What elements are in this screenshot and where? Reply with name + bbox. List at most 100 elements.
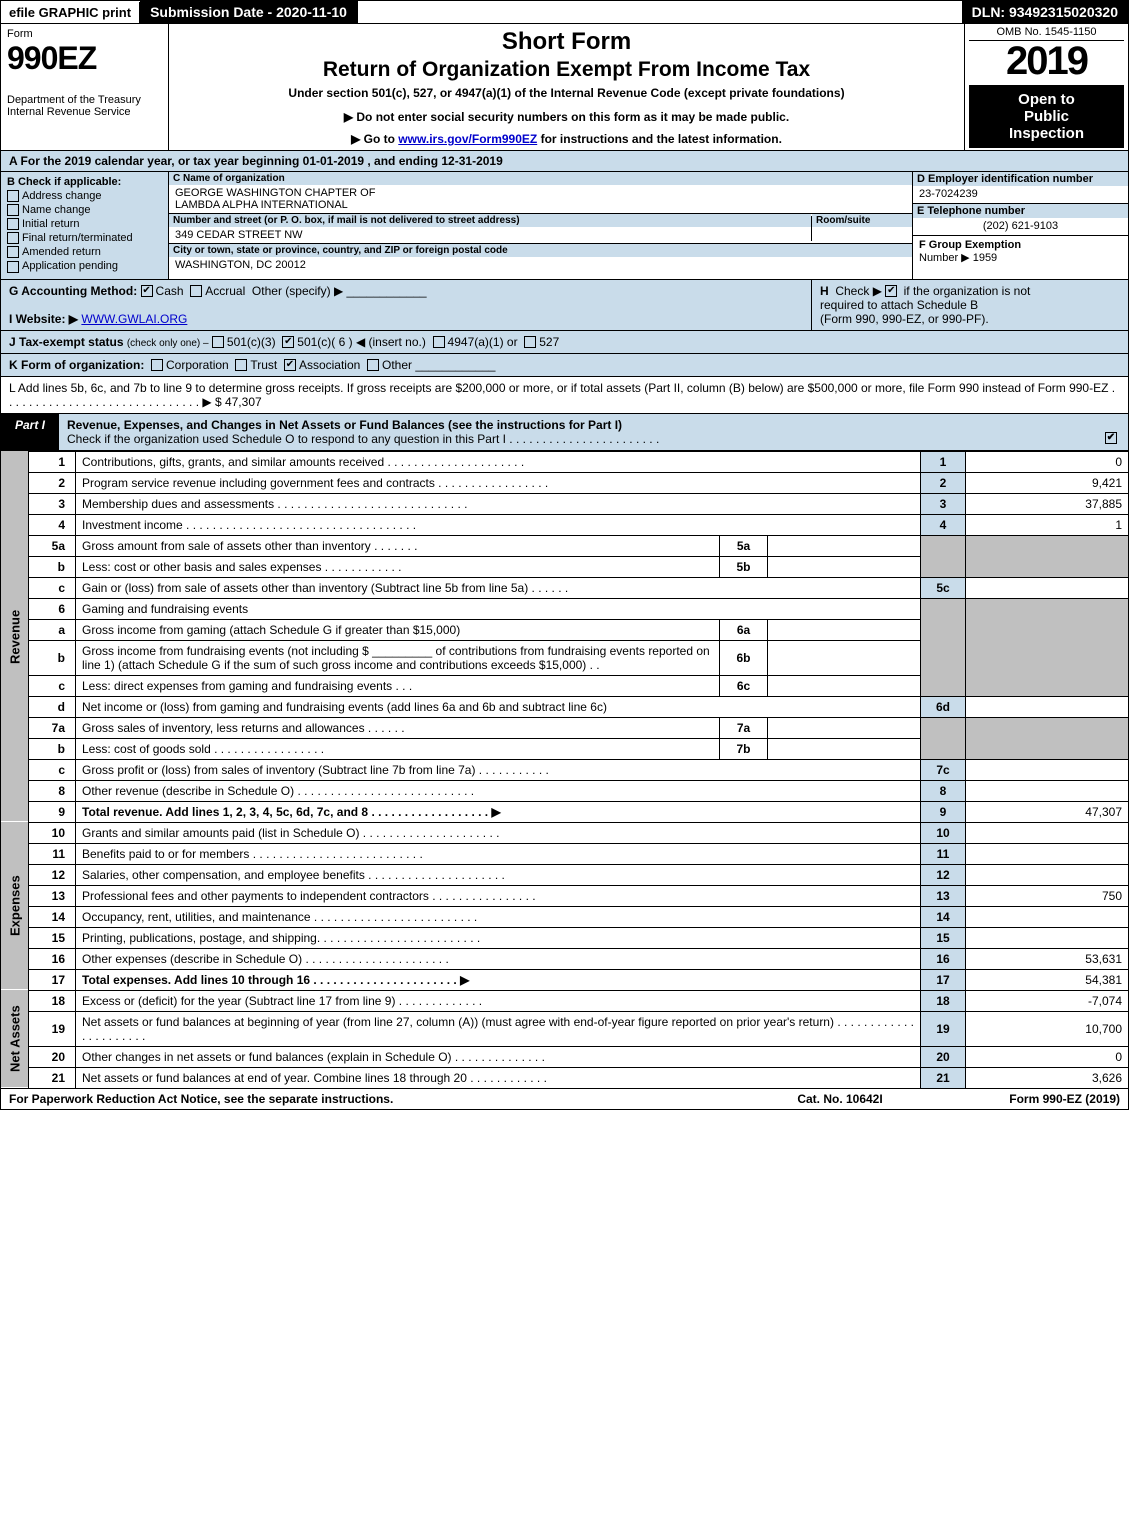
l6a-num: a	[29, 619, 76, 640]
line-16: 16 Other expenses (describe in Schedule …	[1, 948, 1129, 969]
l14-rval	[966, 906, 1129, 927]
chk-501c3[interactable]	[212, 336, 224, 348]
l9-desc: Total revenue. Add lines 1, 2, 3, 4, 5c,…	[82, 805, 501, 819]
l20-num: 20	[29, 1046, 76, 1067]
part1-check-line: Check if the organization used Schedule …	[67, 432, 659, 446]
j-o3: 4947(a)(1) or	[448, 335, 518, 349]
line-21: 21 Net assets or fund balances at end of…	[1, 1067, 1129, 1088]
k-o3: Association	[299, 358, 360, 372]
chk-corp[interactable]	[151, 359, 163, 371]
l7b-sub: 7b	[720, 738, 768, 759]
l6-num: 6	[29, 598, 76, 619]
l-text: L Add lines 5b, 6c, and 7b to line 9 to …	[9, 381, 1115, 409]
l7c-rnum: 7c	[921, 759, 966, 780]
l10-desc: Grants and similar amounts paid (list in…	[76, 822, 921, 843]
l4-rval: 1	[966, 514, 1129, 535]
form-label: Form	[7, 28, 162, 40]
submission-date: Submission Date - 2020-11-10	[140, 1, 358, 23]
chk-527[interactable]	[524, 336, 536, 348]
street-value: 349 CEDAR STREET NW	[175, 229, 811, 241]
l1-num: 1	[29, 451, 76, 472]
header-right: OMB No. 1545-1150 2019 Open to Public In…	[964, 24, 1128, 150]
l10-rnum: 10	[921, 822, 966, 843]
l1-rnum: 1	[921, 451, 966, 472]
chk-name-label: Name change	[22, 204, 91, 216]
l21-num: 21	[29, 1067, 76, 1088]
part1-header: Part I Revenue, Expenses, and Changes in…	[0, 414, 1129, 451]
l19-rnum: 19	[921, 1011, 966, 1046]
chk-initial[interactable]: Initial return	[7, 218, 162, 230]
l7c-desc: Gross profit or (loss) from sales of inv…	[76, 759, 921, 780]
l18-rnum: 18	[921, 990, 966, 1011]
chk-cash[interactable]	[141, 285, 153, 297]
l11-rval	[966, 843, 1129, 864]
l13-rnum: 13	[921, 885, 966, 906]
netassets-side-label: Net Assets	[1, 990, 29, 1088]
row-l: L Add lines 5b, 6c, and 7b to line 9 to …	[0, 377, 1129, 414]
line-1: Revenue 1 Contributions, gifts, grants, …	[1, 451, 1129, 472]
under-section: Under section 501(c), 527, or 4947(a)(1)…	[179, 86, 954, 100]
revenue-side-label: Revenue	[1, 451, 29, 822]
box-d: D Employer identification number 23-7024…	[913, 172, 1128, 204]
l16-rnum: 16	[921, 948, 966, 969]
l15-rnum: 15	[921, 927, 966, 948]
line-12: 12 Salaries, other compensation, and emp…	[1, 864, 1129, 885]
l5b-num: b	[29, 556, 76, 577]
website-link[interactable]: WWW.GWLAI.ORG	[81, 312, 187, 326]
city-block: City or town, state or province, country…	[169, 244, 912, 273]
ein-label: D Employer identification number	[913, 172, 1128, 186]
l20-rval: 0	[966, 1046, 1129, 1067]
chk-final[interactable]: Final return/terminated	[7, 232, 162, 244]
l15-desc: Printing, publications, postage, and shi…	[76, 927, 921, 948]
chk-name[interactable]: Name change	[7, 204, 162, 216]
chk-pending[interactable]: Application pending	[7, 260, 162, 272]
l6d-num: d	[29, 696, 76, 717]
line-14: 14 Occupancy, rent, utilities, and maint…	[1, 906, 1129, 927]
chk-other-org[interactable]	[367, 359, 379, 371]
l1-desc: Contributions, gifts, grants, and simila…	[76, 451, 921, 472]
city-label: City or town, state or province, country…	[169, 244, 912, 257]
open-line2: Public	[971, 108, 1122, 125]
org-name-block: C Name of organization GEORGE WASHINGTON…	[169, 172, 912, 214]
group-exempt-value: 1959	[973, 252, 997, 264]
chk-501c[interactable]	[282, 336, 294, 348]
box-b-title: B Check if applicable:	[7, 176, 162, 188]
org-name-2: LAMBDA ALPHA INTERNATIONAL	[175, 199, 906, 211]
l5b-sub: 5b	[720, 556, 768, 577]
group-exempt-label2: Number ▶	[919, 252, 970, 264]
box-b: B Check if applicable: Address change Na…	[1, 172, 169, 279]
header-center: Short Form Return of Organization Exempt…	[169, 24, 964, 150]
org-name-1: GEORGE WASHINGTON CHAPTER OF	[175, 187, 906, 199]
h-text2: if the organization is not	[904, 284, 1031, 298]
goto-suffix: for instructions and the latest informat…	[541, 132, 782, 146]
chk-4947[interactable]	[433, 336, 445, 348]
efile-label[interactable]: efile GRAPHIC print	[1, 2, 140, 23]
l5a-sub: 5a	[720, 535, 768, 556]
l5a-subval	[768, 535, 921, 556]
l7ab-greyval	[966, 717, 1129, 759]
l19-rval: 10,700	[966, 1011, 1129, 1046]
chk-address[interactable]: Address change	[7, 190, 162, 202]
line-8: 8 Other revenue (describe in Schedule O)…	[1, 780, 1129, 801]
ssn-warning: ▶ Do not enter social security numbers o…	[179, 110, 954, 124]
chk-amended-label: Amended return	[22, 246, 101, 258]
chk-accrual[interactable]	[190, 285, 202, 297]
l2-rnum: 2	[921, 472, 966, 493]
line-13: 13 Professional fees and other payments …	[1, 885, 1129, 906]
l18-desc: Excess or (deficit) for the year (Subtra…	[76, 990, 921, 1011]
i-label: I Website: ▶	[9, 312, 78, 326]
l7a-num: 7a	[29, 717, 76, 738]
short-form-title: Short Form	[179, 28, 954, 56]
l3-num: 3	[29, 493, 76, 514]
chk-assoc[interactable]	[284, 359, 296, 371]
l12-rval	[966, 864, 1129, 885]
j-o1: 501(c)(3)	[227, 335, 276, 349]
chk-h[interactable]	[885, 285, 897, 297]
goto-link[interactable]: www.irs.gov/Form990EZ	[398, 132, 537, 146]
tax-year: 2019	[969, 41, 1124, 81]
l11-desc: Benefits paid to or for members . . . . …	[76, 843, 921, 864]
chk-amended[interactable]: Amended return	[7, 246, 162, 258]
l3-rval: 37,885	[966, 493, 1129, 514]
chk-schedule-o[interactable]	[1105, 432, 1117, 444]
chk-trust[interactable]	[235, 359, 247, 371]
